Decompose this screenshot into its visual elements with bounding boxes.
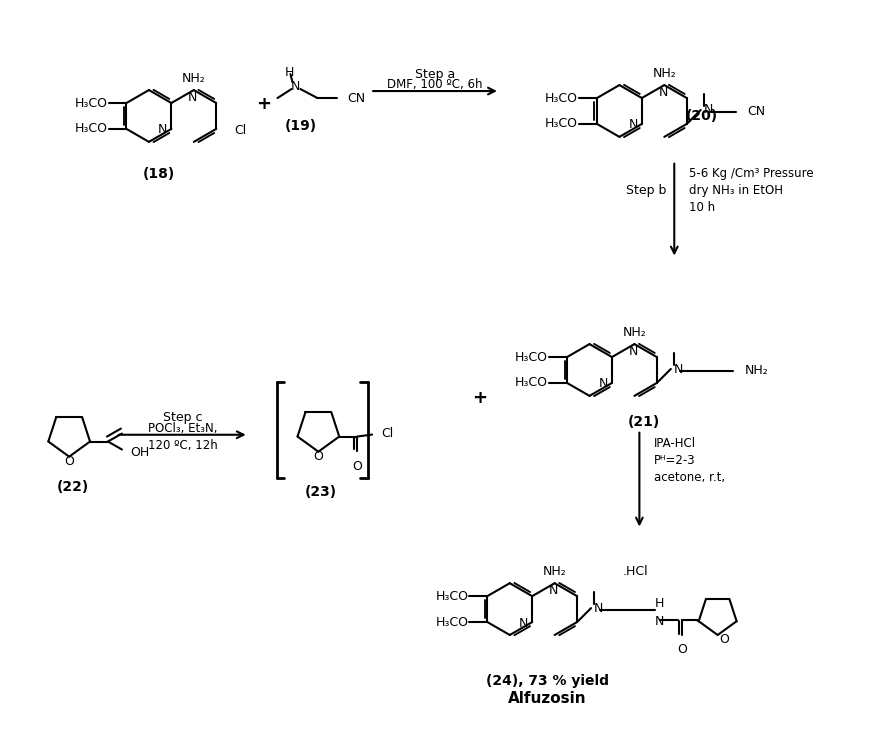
Text: H₃CO: H₃CO [435, 590, 468, 603]
Text: H₃CO: H₃CO [545, 117, 578, 131]
Text: (23): (23) [304, 485, 336, 499]
Text: NH₂: NH₂ [652, 67, 676, 80]
Text: POCl₃, Et₃N,: POCl₃, Et₃N, [148, 421, 218, 435]
Text: O: O [64, 455, 74, 468]
Text: 5-6 Kg /Cm³ Pressure: 5-6 Kg /Cm³ Pressure [690, 168, 814, 180]
Text: CN: CN [347, 92, 365, 105]
Text: Cl: Cl [234, 125, 246, 137]
Text: O: O [314, 449, 323, 463]
Text: H: H [285, 66, 295, 79]
Text: N: N [599, 377, 608, 390]
Text: Step b: Step b [626, 184, 666, 197]
Text: Step c: Step c [163, 411, 203, 424]
Text: NH₂: NH₂ [622, 326, 646, 339]
Text: 10 h: 10 h [690, 201, 715, 214]
Text: 120 ºC, 12h: 120 ºC, 12h [148, 438, 218, 452]
Text: H₃CO: H₃CO [74, 123, 108, 135]
Text: (20): (20) [686, 109, 718, 123]
Text: N: N [628, 345, 638, 358]
Text: H: H [656, 597, 664, 610]
Text: H₃CO: H₃CO [515, 376, 548, 390]
Text: dry NH₃ in EtOH: dry NH₃ in EtOH [690, 184, 783, 197]
Text: Alfuzosin: Alfuzosin [509, 692, 587, 706]
Text: N: N [549, 584, 558, 597]
Text: O: O [676, 643, 687, 656]
Text: Pᴴ=2-3: Pᴴ=2-3 [655, 454, 696, 467]
Text: N: N [674, 362, 683, 376]
Text: N: N [519, 616, 528, 630]
Text: NH₂: NH₂ [182, 72, 205, 85]
Text: N: N [188, 91, 198, 104]
Text: .HCl: .HCl [622, 565, 648, 579]
Text: (18): (18) [142, 167, 175, 181]
Text: Cl: Cl [381, 427, 393, 440]
Text: +: + [256, 95, 271, 113]
Text: N: N [704, 103, 713, 117]
Text: IPA-HCl: IPA-HCl [655, 437, 697, 450]
Text: DMF, 100 ºC, 6h: DMF, 100 ºC, 6h [387, 78, 482, 91]
Text: H₃CO: H₃CO [435, 615, 468, 629]
Text: +: + [472, 389, 488, 407]
Text: (21): (21) [628, 415, 661, 429]
Text: N: N [659, 86, 668, 99]
Text: N: N [594, 601, 603, 615]
Text: H₃CO: H₃CO [74, 97, 108, 109]
Text: (19): (19) [284, 119, 316, 133]
Text: N: N [291, 80, 300, 92]
Text: N: N [656, 615, 664, 628]
Text: OH: OH [130, 446, 149, 459]
Text: H₃CO: H₃CO [545, 92, 578, 105]
Text: (24), 73 % yield: (24), 73 % yield [486, 674, 609, 688]
Text: H₃CO: H₃CO [515, 351, 548, 364]
Text: O: O [352, 461, 362, 474]
Text: Step a: Step a [415, 68, 455, 80]
Text: N: N [628, 118, 638, 131]
Text: NH₂: NH₂ [745, 365, 768, 378]
Text: (22): (22) [57, 480, 89, 494]
Text: NH₂: NH₂ [543, 565, 566, 579]
Text: O: O [719, 633, 730, 646]
Text: acetone, r.t,: acetone, r.t, [655, 471, 725, 484]
Text: CN: CN [747, 106, 766, 119]
Text: N: N [158, 123, 168, 137]
